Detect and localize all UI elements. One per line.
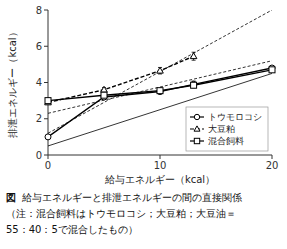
y-tick-label: 4 (36, 77, 42, 88)
x-tick-label: 0 (45, 160, 51, 171)
x-tick-label: 20 (266, 160, 279, 171)
legend-label: 混合飼料 (208, 136, 244, 146)
caption-text: 55：40：5で混合したもの） (6, 224, 138, 235)
x-axis-label: 給与エネルギー（kcal） (104, 174, 215, 185)
y-tick-label: 8 (36, 5, 42, 16)
legend-marker (194, 114, 199, 119)
legend-marker (194, 126, 200, 131)
y-tick-label: 2 (36, 113, 42, 124)
y-tick (44, 155, 48, 156)
series-line (48, 56, 194, 102)
x-tick-label: 10 (154, 160, 167, 171)
y-axis-label: 排泄エネルギー（kcal） (7, 27, 18, 137)
series-line (48, 70, 272, 101)
y-tick-label: 0 (36, 150, 42, 161)
point (190, 53, 197, 59)
y-tick (44, 10, 48, 11)
y-tick (44, 118, 48, 119)
error-bar (192, 81, 196, 88)
fit-line (48, 61, 272, 114)
caption-text: （注：混合飼料はトウモロコシ；大豆粕；大豆油＝ (6, 208, 236, 219)
fit-line (48, 10, 272, 133)
y-tick-label: 6 (36, 41, 42, 52)
x-tick (48, 155, 49, 159)
legend-marker (194, 138, 199, 143)
point (157, 67, 164, 73)
point (101, 92, 107, 98)
point (269, 67, 275, 73)
point (101, 86, 108, 92)
y-tick (44, 46, 48, 47)
caption-label: 図 (6, 192, 16, 203)
caption: 図給与エネルギーと排泄エネルギーの間の直接関係 （注：混合飼料はトウモロコシ；大豆… (6, 192, 242, 235)
error-bar (192, 83, 196, 88)
legend-label: 大豆粕 (208, 124, 235, 134)
legend: トウモロコシ大豆粕混合飼料 (186, 107, 268, 151)
caption-text: 給与エネルギーと排泄エネルギーの間の直接関係 (21, 192, 242, 203)
chart: 0 10 20 0 2 4 6 8 給与エネルギー（kcal） 排泄エネルギー（kcal） トウモロ… (0, 0, 287, 249)
y-tick (44, 82, 48, 83)
legend-frame (186, 107, 268, 151)
point (45, 134, 51, 140)
legend-label: トウモロコシ (208, 112, 262, 122)
axes: 0 10 20 0 2 4 6 8 (36, 5, 279, 172)
point (45, 98, 51, 104)
x-tick (160, 155, 161, 159)
point (191, 82, 197, 88)
point (191, 81, 197, 87)
point (157, 88, 163, 94)
x-tick (272, 155, 273, 159)
point (157, 89, 163, 95)
